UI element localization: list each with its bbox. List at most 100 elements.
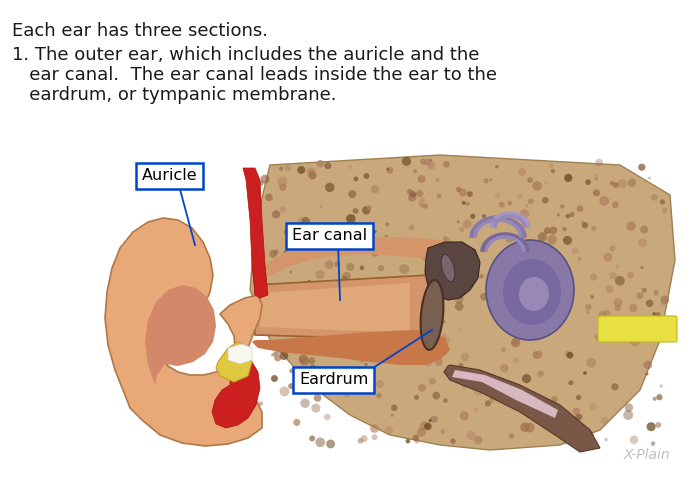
- Circle shape: [304, 288, 308, 292]
- Circle shape: [578, 257, 581, 261]
- Circle shape: [435, 178, 440, 182]
- Circle shape: [501, 274, 506, 278]
- Circle shape: [605, 438, 608, 441]
- Circle shape: [374, 230, 377, 233]
- Circle shape: [599, 196, 609, 206]
- Circle shape: [448, 266, 455, 274]
- Circle shape: [294, 241, 302, 250]
- Circle shape: [283, 340, 293, 350]
- Circle shape: [302, 217, 310, 226]
- Circle shape: [623, 410, 634, 420]
- Circle shape: [272, 210, 280, 218]
- Circle shape: [375, 315, 384, 323]
- Circle shape: [550, 227, 557, 235]
- Circle shape: [559, 286, 568, 295]
- Circle shape: [560, 288, 569, 298]
- Circle shape: [498, 316, 508, 324]
- Circle shape: [629, 320, 636, 328]
- Circle shape: [353, 208, 358, 214]
- Circle shape: [442, 334, 446, 337]
- Circle shape: [316, 160, 324, 167]
- Circle shape: [372, 434, 377, 440]
- Circle shape: [657, 394, 662, 400]
- Circle shape: [601, 417, 608, 425]
- Circle shape: [428, 162, 435, 169]
- Circle shape: [638, 239, 647, 247]
- Circle shape: [480, 293, 488, 300]
- Circle shape: [518, 254, 522, 258]
- Circle shape: [630, 435, 638, 444]
- Circle shape: [480, 274, 484, 278]
- Circle shape: [459, 227, 464, 232]
- Circle shape: [309, 171, 316, 180]
- Circle shape: [636, 292, 643, 299]
- Circle shape: [629, 304, 638, 312]
- Circle shape: [279, 183, 286, 191]
- Circle shape: [377, 334, 385, 342]
- Circle shape: [386, 167, 393, 174]
- Circle shape: [582, 222, 588, 228]
- Circle shape: [426, 286, 434, 294]
- Circle shape: [421, 198, 426, 202]
- Circle shape: [327, 342, 335, 349]
- Circle shape: [576, 395, 581, 400]
- Circle shape: [460, 411, 469, 420]
- Circle shape: [300, 357, 309, 366]
- Circle shape: [289, 270, 293, 274]
- Circle shape: [418, 200, 424, 206]
- Circle shape: [420, 203, 424, 208]
- Circle shape: [372, 383, 375, 386]
- Polygon shape: [105, 218, 262, 446]
- Circle shape: [382, 317, 389, 323]
- Circle shape: [489, 398, 494, 403]
- Circle shape: [628, 179, 636, 187]
- Circle shape: [505, 233, 514, 242]
- Circle shape: [647, 422, 656, 431]
- Circle shape: [399, 264, 409, 274]
- Circle shape: [581, 220, 584, 224]
- Circle shape: [302, 388, 308, 395]
- Circle shape: [604, 310, 611, 317]
- Circle shape: [388, 321, 393, 326]
- Circle shape: [375, 305, 382, 312]
- Circle shape: [584, 431, 594, 441]
- Circle shape: [615, 276, 624, 286]
- Circle shape: [293, 337, 302, 346]
- Circle shape: [285, 165, 291, 171]
- Circle shape: [466, 202, 470, 206]
- Circle shape: [613, 298, 622, 307]
- Circle shape: [418, 175, 426, 183]
- Circle shape: [413, 434, 419, 441]
- Circle shape: [542, 197, 549, 204]
- Circle shape: [316, 233, 321, 239]
- Circle shape: [490, 219, 497, 226]
- Circle shape: [528, 198, 533, 204]
- Circle shape: [440, 348, 447, 355]
- Circle shape: [289, 369, 294, 373]
- Circle shape: [326, 440, 335, 448]
- Circle shape: [363, 173, 370, 179]
- Circle shape: [500, 364, 509, 372]
- Circle shape: [342, 272, 351, 281]
- Circle shape: [547, 235, 556, 244]
- Circle shape: [572, 248, 579, 254]
- Circle shape: [558, 265, 563, 270]
- Circle shape: [410, 191, 416, 197]
- Circle shape: [642, 288, 647, 293]
- Circle shape: [325, 260, 333, 269]
- Circle shape: [402, 157, 411, 166]
- Circle shape: [309, 365, 316, 372]
- Circle shape: [640, 226, 648, 234]
- Circle shape: [513, 358, 519, 364]
- Circle shape: [309, 435, 315, 442]
- Circle shape: [271, 375, 278, 382]
- Text: X-Plain: X-Plain: [624, 448, 670, 462]
- Ellipse shape: [503, 259, 561, 325]
- Circle shape: [587, 358, 596, 368]
- Circle shape: [511, 338, 520, 347]
- Circle shape: [549, 163, 554, 168]
- Circle shape: [281, 356, 284, 359]
- Circle shape: [375, 344, 379, 347]
- Circle shape: [421, 277, 428, 285]
- Circle shape: [412, 311, 420, 320]
